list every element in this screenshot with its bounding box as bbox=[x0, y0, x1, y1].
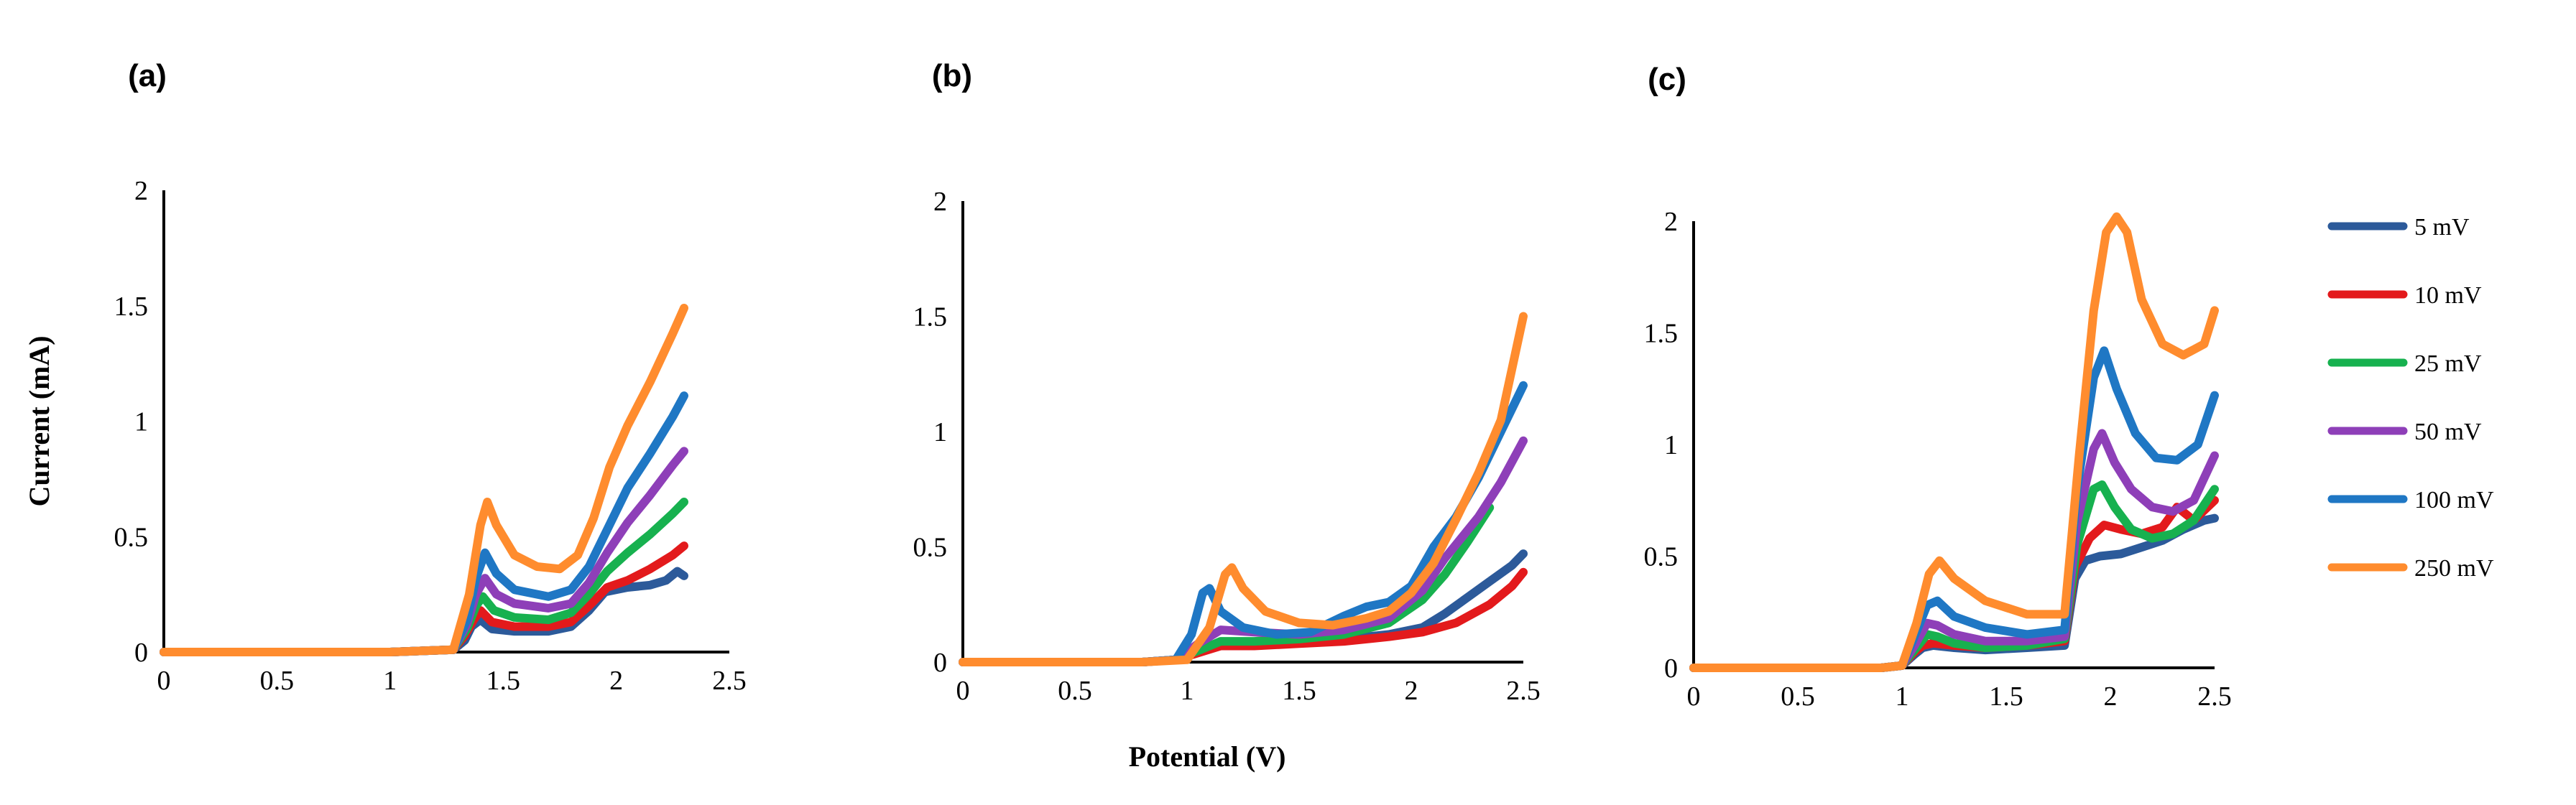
y-tick-label: 1 bbox=[933, 417, 947, 447]
series-line-250-mv bbox=[959, 312, 1528, 666]
x-tick-label: 0.5 bbox=[260, 666, 295, 696]
y-tick-label: 0 bbox=[1664, 653, 1678, 684]
series-group bbox=[1689, 212, 2219, 672]
x-tick-label: 2.5 bbox=[2197, 681, 2232, 712]
x-tick-label: 1 bbox=[1181, 676, 1194, 706]
panel-label: (b) bbox=[932, 58, 972, 93]
legend-label: 250 mV bbox=[2414, 555, 2494, 582]
y-tick-label: 1 bbox=[134, 407, 148, 437]
x-tick-label: 2 bbox=[1405, 676, 1418, 706]
y-tick-label: 0.5 bbox=[913, 533, 948, 563]
x-axis-title: Potential (V) bbox=[1129, 740, 1286, 773]
x-tick-label: 0 bbox=[956, 676, 970, 706]
y-tick-label: 2 bbox=[134, 176, 148, 206]
legend-label: 5 mV bbox=[2414, 214, 2470, 241]
y-tick-label: 0 bbox=[933, 648, 947, 678]
legend-label: 100 mV bbox=[2414, 487, 2494, 513]
legend-label: 25 mV bbox=[2414, 350, 2482, 377]
legend-item-100-mv: 100 mV bbox=[2327, 487, 2494, 513]
panels: (a) 0 0.5 1 1.5 2 2.5 0 0.5 1 1.5 2 Current (mA) (b) 0… bbox=[23, 58, 2232, 773]
x-tick-label: 2 bbox=[609, 666, 623, 696]
y-tick-label: 1.5 bbox=[913, 302, 948, 332]
y-tick-label: 1 bbox=[1664, 430, 1678, 460]
y-tick-label: 1.5 bbox=[114, 292, 149, 322]
x-tick-label: 1.5 bbox=[486, 666, 520, 696]
y-tick-label: 0.5 bbox=[1644, 542, 1679, 572]
y-tick-label: 0 bbox=[134, 638, 148, 668]
panel-label: (a) bbox=[128, 58, 167, 93]
legend-item-25-mv: 25 mV bbox=[2327, 350, 2482, 377]
y-tick-label: 1.5 bbox=[1644, 319, 1679, 349]
legend-label: 10 mV bbox=[2414, 282, 2482, 309]
y-axis-title: Current (mA) bbox=[23, 335, 55, 506]
series-line-250-mv bbox=[1689, 212, 2219, 672]
panel-label: (c) bbox=[1648, 62, 1686, 97]
panel-a: (a) 0 0.5 1 1.5 2 2.5 0 0.5 1 1.5 2 Current (mA) bbox=[23, 58, 747, 696]
legend-item-50-mv: 50 mV bbox=[2327, 419, 2482, 445]
series-group bbox=[959, 312, 1528, 666]
y-tick-label: 0.5 bbox=[114, 522, 149, 552]
legend-item-5-mv: 5 mV bbox=[2327, 214, 2470, 241]
x-tick-label: 1.5 bbox=[1282, 676, 1316, 706]
x-tick-label: 2 bbox=[2104, 681, 2118, 712]
y-tick-label: 2 bbox=[933, 187, 947, 217]
x-tick-label: 1 bbox=[1896, 681, 1909, 712]
panel-c: (c) 0 0.5 1 1.5 2 2.5 0 0.5 1 1.5 2 bbox=[1644, 62, 2232, 712]
legend-label: 50 mV bbox=[2414, 419, 2482, 445]
x-tick-label: 2.5 bbox=[712, 666, 747, 696]
y-tick-label: 2 bbox=[1664, 207, 1678, 237]
series-group bbox=[160, 304, 688, 656]
series-line-250-mv bbox=[160, 304, 688, 656]
x-tick-label: 0 bbox=[157, 666, 171, 696]
x-tick-label: 1.5 bbox=[1989, 681, 2023, 712]
panel-b: (b) 0 0.5 1 1.5 2 2.5 0 0.5 1 1.5 2 Potential (V) bbox=[913, 58, 1541, 773]
legend-item-250-mv: 250 mV bbox=[2327, 555, 2494, 582]
x-tick-label: 2.5 bbox=[1506, 676, 1541, 706]
legend-item-10-mv: 10 mV bbox=[2327, 282, 2482, 309]
x-tick-label: 0.5 bbox=[1781, 681, 1815, 712]
x-tick-label: 0 bbox=[1687, 681, 1701, 712]
x-tick-label: 1 bbox=[383, 666, 397, 696]
legend: 5 mV 10 mV 25 mV 50 mV 100 mV 250 mV bbox=[2327, 214, 2494, 582]
x-tick-label: 0.5 bbox=[1058, 676, 1092, 706]
